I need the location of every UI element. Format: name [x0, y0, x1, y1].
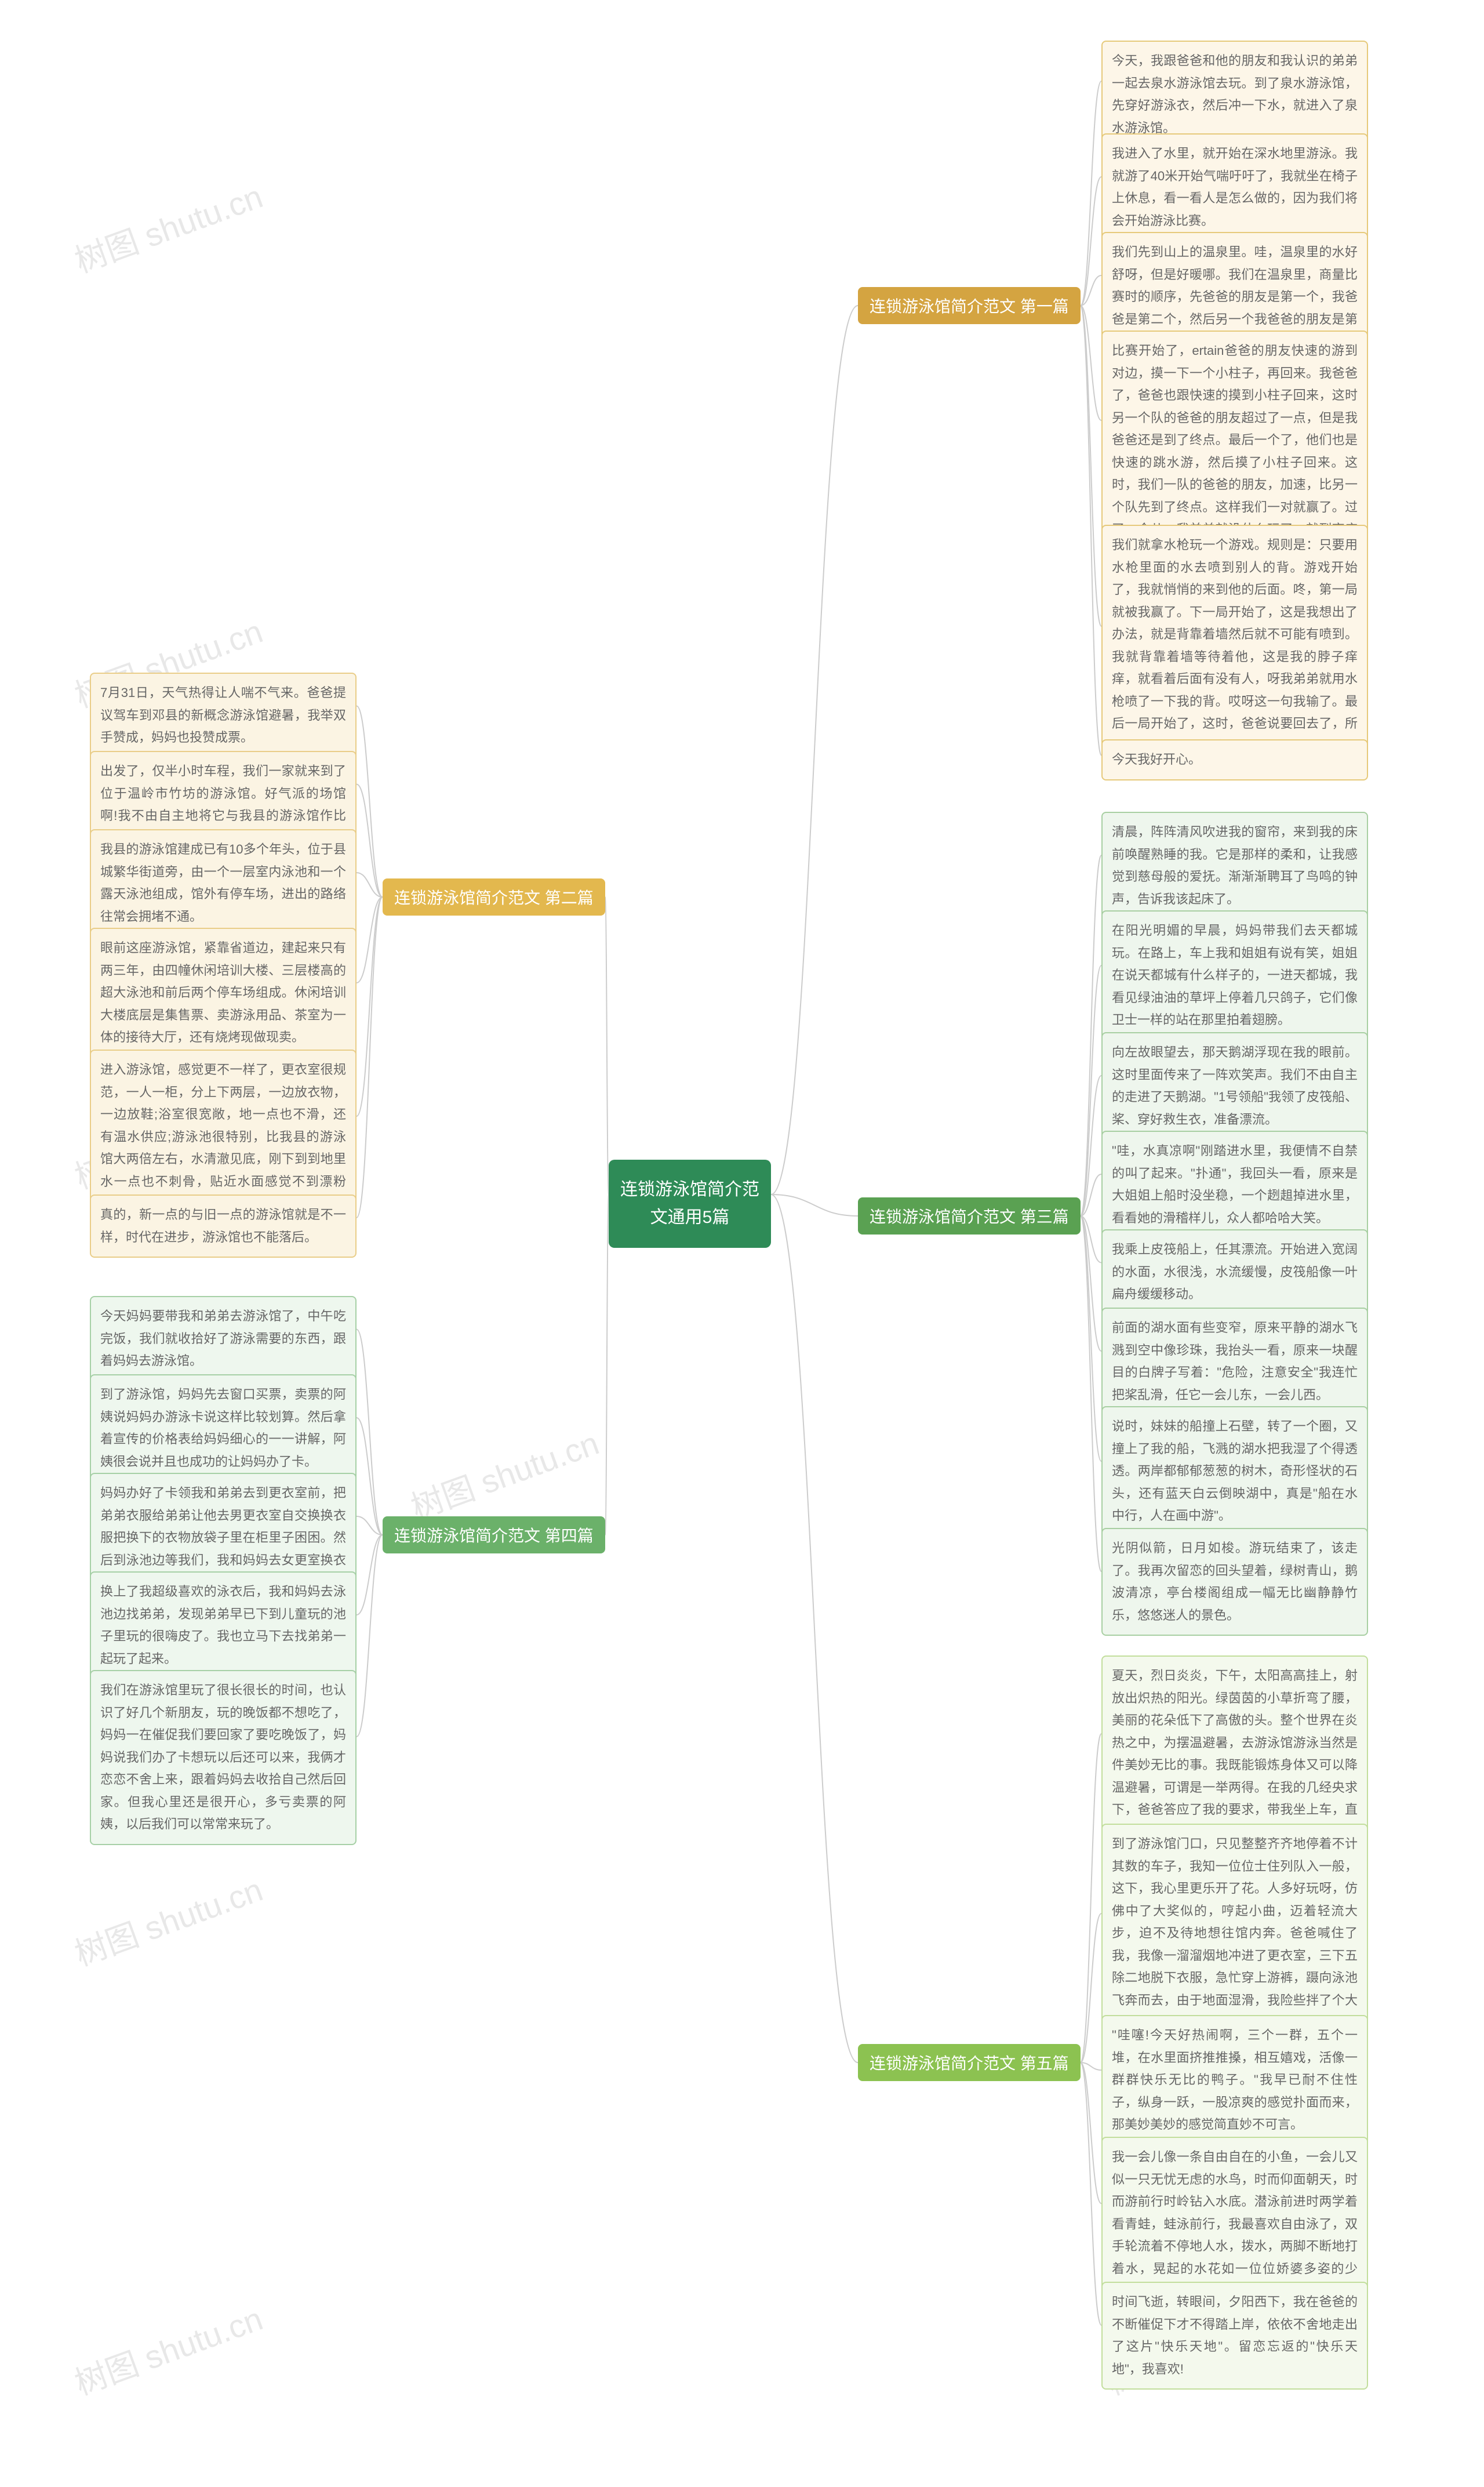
leaf-node: 今天我好开心。	[1101, 739, 1368, 780]
leaf-node: "哇，水真凉啊"刚踏进水里，我便情不自禁的叫了起来。"扑通"，我回头一看，原来是…	[1101, 1131, 1368, 1239]
leaf-node: 真的，新一点的与旧一点的游泳馆就是不一样，时代在进步，游泳馆也不能落后。	[90, 1195, 357, 1258]
leaf-node: 我们就拿水枪玩一个游戏。规则是：只要用水枪里面的水去喷到别人的背。游戏开始了，我…	[1101, 525, 1368, 767]
leaf-node: 前面的湖水面有些变窄，原来平静的湖水飞溅到空中像珍珠，我抬头一看，原来一块醒目的…	[1101, 1308, 1368, 1415]
leaf-node: 到了游泳馆门口，只见整整齐齐地停着不计其数的车子，我知一位位士住列队入一般，这下…	[1101, 1824, 1368, 2043]
leaf-node: 我进入了水里，就开始在深水地里游泳。我就游了40米开始气喘吁吁了，我就坐在椅子上…	[1101, 133, 1368, 241]
leaf-node: 7月31日，天气热得让人喘不气来。爸爸提议驾车到邓县的新概念游泳馆避暑，我举双手…	[90, 673, 357, 758]
leaf-node: 在阳光明媚的早晨，妈妈带我们去天都城玩。在路上，车上我和姐姐有说有笑，姐姐在说天…	[1101, 910, 1368, 1041]
watermark: 树图 shutu.cn	[67, 2293, 268, 2404]
leaf-node: "哇噻!今天好热闹啊，三个一群，五个一堆，在水里面挤推推搡，相互嬉戏，活像一群群…	[1101, 2015, 1368, 2145]
leaf-node: 时间飞逝，转眼间，夕阳西下，我在爸爸的不断催促下才不得踏上岸，依依不舍地走出了这…	[1101, 2282, 1368, 2390]
branch-node-2: 连锁游泳馆简介范文 第二篇	[383, 878, 605, 916]
branch-node-5: 连锁游泳馆简介范文 第五篇	[858, 2044, 1081, 2081]
leaf-node: 我乘上皮筏船上，任其漂流。开始进入宽阔的水面，水很浅，水流缓慢，皮筏船像一叶扁舟…	[1101, 1229, 1368, 1315]
leaf-node: 我县的游泳馆建成已有10多个年头，位于县城繁华街道旁，由一个一层室内泳池和一个露…	[90, 829, 357, 937]
leaf-node: 向左故眼望去，那天鹅湖浮现在我的眼前。这时里面传来了一阵欢笑声。我们不由自主的走…	[1101, 1032, 1368, 1140]
watermark: 树图 shutu.cn	[67, 1864, 268, 1975]
leaf-node: 今天妈妈要带我和弟弟去游泳馆了，中午吃完饭，我们就收拾好了游泳需要的东西，跟着妈…	[90, 1296, 357, 1382]
leaf-node: 说时，妹妹的船撞上石壁，转了一个圈，又撞上了我的船，飞溅的湖水把我湿了个得透透。…	[1101, 1406, 1368, 1537]
leaf-node: 到了游泳馆，妈妈先去窗口买票，卖票的阿姨说妈妈办游泳卡说这样比较划算。然后拿着宣…	[90, 1374, 357, 1482]
leaf-node: 夏天，烈日炎炎，下午，太阳高高挂上，射放出炽热的阳光。绿茵茵的小草折弯了腰，美丽…	[1101, 1655, 1368, 1853]
watermark: 树图 shutu.cn	[403, 1417, 605, 1528]
branch-node-4: 连锁游泳馆简介范文 第四篇	[383, 1516, 605, 1553]
leaf-node: 清晨，阵阵清风吹进我的窗帘，来到我的床前唤醒熟睡的我。它是那样的柔和，让我感觉到…	[1101, 812, 1368, 920]
leaf-node: 换上了我超级喜欢的泳衣后，我和妈妈去泳池边找弟弟，发现弟弟早已下到儿童玩的池子里…	[90, 1571, 357, 1679]
leaf-node: 今天，我跟爸爸和他的朋友和我认识的弟弟一起去泉水游泳馆去玩。到了泉水游泳馆，先穿…	[1101, 41, 1368, 148]
leaf-node: 光阴似箭，日月如梭。游玩结束了，该走了。我再次留恋的回头望着，绿树青山，鹅波清凉…	[1101, 1528, 1368, 1636]
leaf-node: 我们在游泳馆里玩了很长很长的时间，也认识了好几个新朋友，玩的晚饭都不想吃了，妈妈…	[90, 1670, 357, 1845]
leaf-node: 眼前这座游泳馆，紧靠省道边，建起来只有两三年，由四幢休闲培训大楼、三层楼高的超大…	[90, 928, 357, 1058]
watermark: 树图 shutu.cn	[67, 170, 268, 282]
branch-node-1: 连锁游泳馆简介范文 第一篇	[858, 287, 1081, 324]
root-node: 连锁游泳馆简介范文通用5篇	[609, 1160, 771, 1248]
branch-node-3: 连锁游泳馆简介范文 第三篇	[858, 1197, 1081, 1235]
